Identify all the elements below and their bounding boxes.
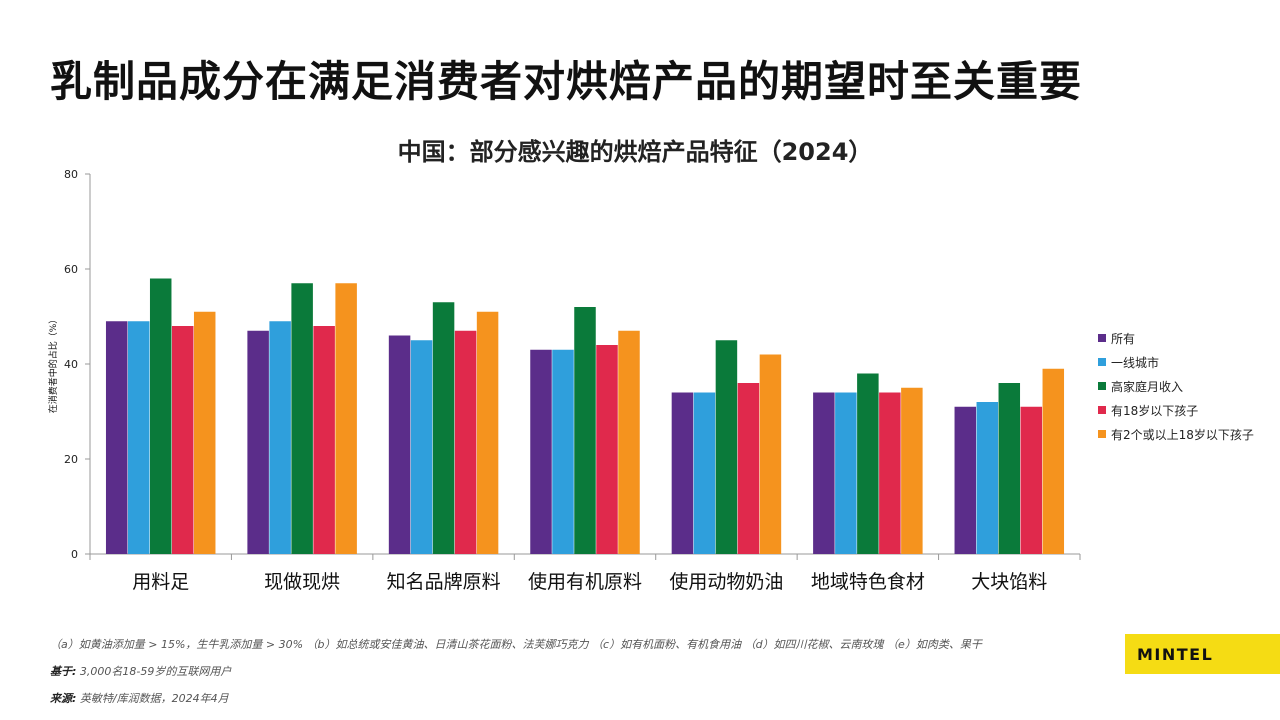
bar-1-5 — [671, 392, 694, 554]
x-category-label: 知名品牌原料 — [387, 571, 501, 593]
bar-3-3 — [432, 302, 455, 554]
bar-5-5 — [759, 354, 782, 554]
slide-title: 乳制品成分在满足消费者对烘焙产品的期望时至关重要 — [50, 57, 1083, 106]
bar-4-6 — [879, 392, 901, 554]
bar-5-3 — [476, 311, 499, 554]
legend-swatch — [1098, 334, 1106, 342]
bar-1-4 — [530, 349, 552, 554]
legend-label: 一线城市 — [1111, 355, 1160, 370]
legend-swatch — [1098, 430, 1106, 438]
legend-label: 有18岁以下孩子 — [1111, 403, 1199, 418]
bar-5-6 — [901, 387, 923, 554]
legend-item: 有18岁以下孩子 — [1098, 398, 1254, 422]
bar-4-5 — [737, 383, 760, 554]
legend-label: 有2个或以上18岁以下孩子 — [1111, 427, 1254, 442]
bar-2-3 — [410, 340, 433, 554]
legend-item: 有2个或以上18岁以下孩子 — [1098, 422, 1254, 446]
y-tick-label: 80 — [64, 168, 78, 181]
bar-3-1 — [149, 278, 172, 554]
bar-3-2 — [291, 283, 313, 554]
chart-legend: 所有一线城市高家庭月收入 有18岁以下孩子有2个或以上18岁以下孩子 — [1098, 326, 1254, 446]
bar-5-7 — [1042, 368, 1065, 554]
bar-5-1 — [193, 311, 216, 554]
y-tick-label: 40 — [64, 358, 78, 371]
bar-2-5 — [693, 392, 716, 554]
bar-4-2 — [313, 326, 335, 554]
bar-3-4 — [574, 307, 596, 554]
bar-5-2 — [335, 283, 357, 554]
footnote-source: 来源: 英敏特/库润数据，2024年4月 — [50, 690, 229, 706]
x-category-label: 大块馅料 — [971, 571, 1047, 593]
footnote-base: 基于: 3,000名18-59岁的互联网用户 — [50, 663, 231, 679]
legend-label: 所有 — [1111, 331, 1136, 346]
legend-item: 一线城市 — [1098, 350, 1254, 374]
legend-swatch — [1098, 358, 1106, 366]
y-tick-label: 60 — [64, 263, 78, 276]
legend-item: 所有 — [1098, 326, 1254, 350]
bar-1-6 — [813, 392, 835, 554]
x-category-label: 用料足 — [132, 571, 189, 593]
bar-4-4 — [596, 345, 618, 554]
source-text: 英敏特/库润数据，2024年4月 — [76, 692, 229, 705]
x-category-label: 使用有机原料 — [528, 571, 642, 593]
legend-label: 高家庭月收入 — [1111, 379, 1184, 394]
legend-swatch — [1098, 382, 1106, 390]
bar-3-5 — [715, 340, 738, 554]
base-label: 基于: — [50, 665, 77, 678]
x-category-label: 使用动物奶油 — [669, 571, 783, 593]
bar-4-7 — [1020, 406, 1043, 554]
bar-2-2 — [269, 321, 291, 554]
y-tick-label: 20 — [64, 453, 78, 466]
chart-title: 中国：部分感兴趣的烘焙产品特征（2024） — [397, 138, 873, 166]
x-category-label: 地域特色食材 — [811, 571, 925, 593]
bar-1-2 — [247, 330, 269, 554]
bar-1-7 — [954, 406, 977, 554]
bar-3-7 — [998, 383, 1021, 554]
bar-2-1 — [127, 321, 150, 554]
bar-1-1 — [105, 321, 128, 554]
source-label: 来源: — [50, 692, 77, 705]
legend-item: 高家庭月收入 — [1098, 374, 1254, 398]
y-axis-title: 在消费者中的占比（%） — [47, 315, 59, 414]
bar-2-6 — [835, 392, 857, 554]
bar-5-4 — [618, 330, 640, 554]
bar-2-4 — [552, 349, 574, 554]
bar-4-1 — [171, 326, 194, 554]
x-category-label: 现做现烘 — [264, 571, 340, 593]
bar-2-7 — [976, 402, 999, 554]
base-text: 3,000名18-59岁的互联网用户 — [76, 665, 232, 678]
bar-1-3 — [388, 335, 411, 554]
footnote-notes: （a）如黄油添加量 > 15%，生牛乳添加量 > 30% （b）如总统或安佳黄油… — [50, 638, 982, 651]
legend-swatch — [1098, 406, 1106, 414]
bar-3-6 — [857, 373, 879, 554]
bar-4-3 — [454, 330, 477, 554]
y-tick-label: 0 — [71, 548, 78, 561]
mintel-logo: MINTEL — [1125, 634, 1280, 674]
